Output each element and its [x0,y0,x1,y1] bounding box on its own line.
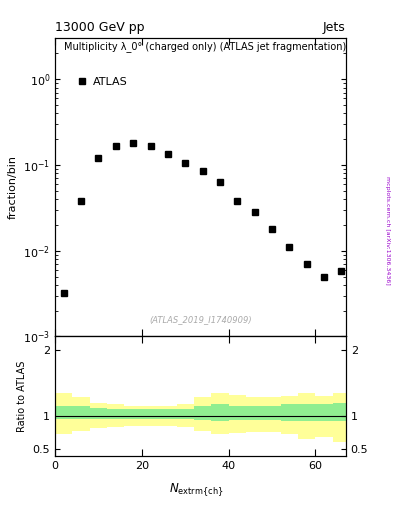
Text: (ATLAS_2019_I1740909): (ATLAS_2019_I1740909) [149,315,252,325]
Legend: ATLAS: ATLAS [78,77,127,87]
Text: Multiplicity λ_0° (charged only) (ATLAS jet fragmentation): Multiplicity λ_0° (charged only) (ATLAS … [64,41,346,52]
Y-axis label: fraction/bin: fraction/bin [7,156,18,220]
Y-axis label: Ratio to ATLAS: Ratio to ATLAS [17,360,27,432]
Text: Jets: Jets [323,22,346,34]
Text: mcplots.cern.ch [arXiv:1306.3436]: mcplots.cern.ch [arXiv:1306.3436] [385,176,389,285]
Text: $N_{\rm extrm\{ch\}}$: $N_{\rm extrm\{ch\}}$ [169,482,224,499]
Text: 13000 GeV pp: 13000 GeV pp [55,22,145,34]
